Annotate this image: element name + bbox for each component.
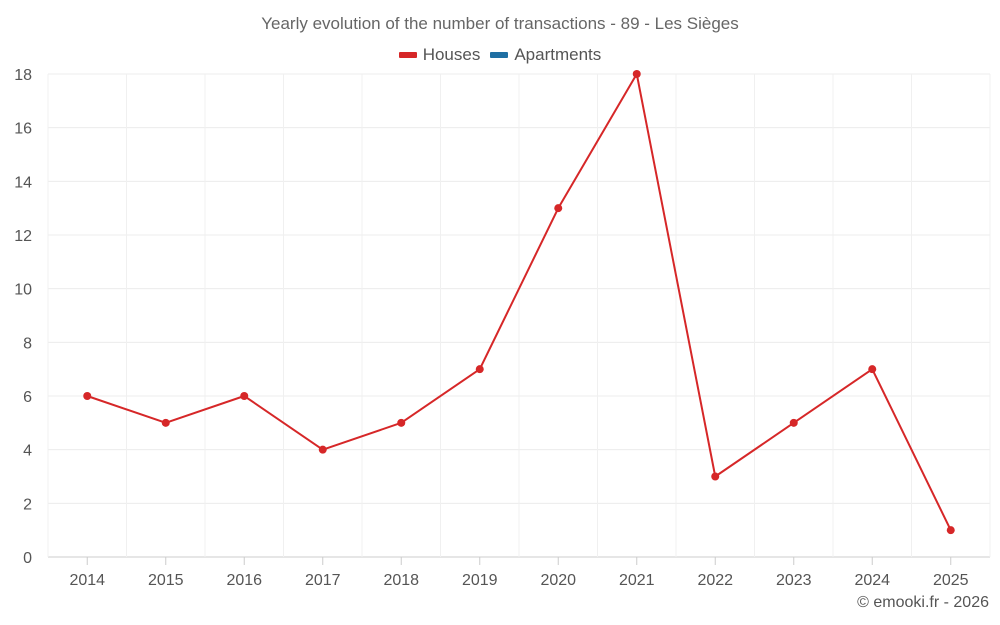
y-tick-label: 4 <box>23 443 32 460</box>
y-tick-label: 0 <box>23 550 32 567</box>
data-point-houses <box>318 445 327 454</box>
legend-item-apartments[interactable]: Apartments <box>490 45 601 65</box>
x-tick-label: 2017 <box>305 572 341 589</box>
y-tick-label: 6 <box>23 389 32 406</box>
series-line-houses <box>86 73 952 531</box>
data-point-houses <box>868 365 877 374</box>
y-tick-label: 2 <box>23 496 32 513</box>
legend-label-apartments: Apartments <box>514 45 602 64</box>
x-tick-label: 2025 <box>933 572 969 589</box>
y-tick-label: 18 <box>14 67 32 84</box>
x-tick-label: 2014 <box>69 572 105 589</box>
data-point-houses <box>240 392 249 400</box>
x-tick-label: 2024 <box>854 572 890 589</box>
y-tick-label: 8 <box>23 335 32 352</box>
legend-item-houses[interactable]: Houses <box>398 45 481 65</box>
data-point-houses <box>554 204 563 213</box>
x-tick-label: 2019 <box>462 572 498 589</box>
x-tick-label: 2022 <box>697 572 733 589</box>
data-point-houses <box>161 418 170 427</box>
x-tick-label: 2021 <box>619 572 655 589</box>
credit-text: © emooki.fr - 2026 <box>857 594 989 611</box>
chart-title: Yearly evolution of the number of transa… <box>261 14 739 33</box>
y-tick-label: 14 <box>14 174 32 191</box>
data-point-houses <box>83 392 92 400</box>
data-point-houses <box>475 365 484 374</box>
x-tick-label: 2015 <box>148 572 184 589</box>
data-point-houses <box>397 418 406 427</box>
legend-swatch-houses <box>398 52 417 58</box>
data-point-houses <box>789 418 798 427</box>
legend-label-houses: Houses <box>422 45 481 64</box>
x-tick-label: 2023 <box>776 572 812 589</box>
legend-swatch-apartments <box>490 52 509 58</box>
x-tick-label: 2020 <box>540 572 576 589</box>
data-point-houses <box>711 472 720 481</box>
legend: Houses Apartments <box>0 45 1000 65</box>
data-point-houses <box>946 526 955 535</box>
x-tick-label: 2018 <box>383 572 419 589</box>
data-point-houses <box>632 70 641 78</box>
y-tick-label: 12 <box>14 228 32 245</box>
x-tick-label: 2016 <box>226 572 262 589</box>
y-tick-label: 16 <box>14 121 32 138</box>
y-tick-label: 10 <box>14 282 32 299</box>
